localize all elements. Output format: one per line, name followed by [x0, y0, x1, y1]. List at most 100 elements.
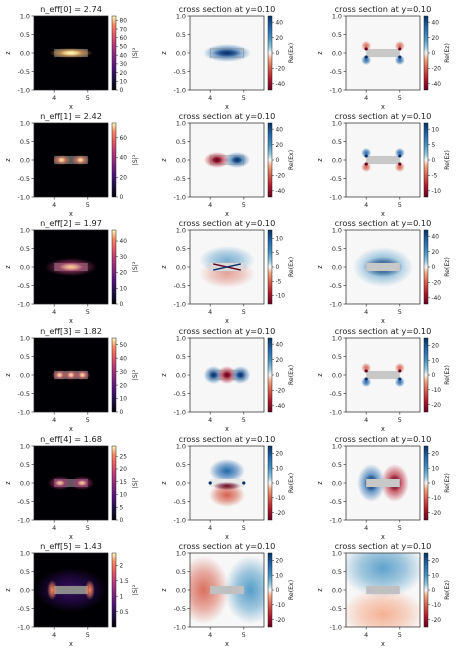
colorbar-label: |S|² [132, 154, 139, 165]
colorbar-tick-label: -10 [276, 294, 286, 300]
colorbar [111, 122, 117, 198]
y-axis-label: z [160, 481, 168, 485]
colorbar-tick-label: 10 [120, 286, 128, 292]
colorbar-tick-label: 40 [276, 20, 284, 26]
subplot-title: n_eff[0] = 2.74 [40, 4, 102, 14]
x-axis-label: x [225, 103, 229, 111]
colorbar-label: Re(Ez) [444, 580, 451, 600]
field-lobe [190, 556, 230, 624]
y-tick-label: 0.5 [20, 138, 30, 146]
field-lobe [77, 480, 88, 486]
colorbar-tick-label: 25 [120, 454, 128, 460]
y-tick-label: -0.5 [330, 282, 342, 290]
field-map [190, 556, 264, 624]
x-axis-label: x [225, 317, 229, 325]
subplot-title: cross section at y=0.10 [335, 541, 432, 551]
y-axis-label: z [4, 373, 12, 377]
colorbar-tick-label: 5 [432, 143, 436, 149]
colorbar-tick-label: 0 [432, 51, 436, 57]
colorbar-tick-label: 20 [432, 559, 440, 565]
y-tick-label: -1.0 [174, 516, 186, 524]
colorbar [423, 552, 429, 628]
y-tick-label: -1.0 [330, 300, 342, 308]
y-tick-label: 0.0 [20, 479, 30, 487]
colorbar-tick-label: 10 [276, 237, 284, 243]
colorbar [111, 552, 117, 628]
field-corner [364, 377, 368, 381]
field-corner [398, 162, 402, 166]
y-tick-label: 0.0 [332, 49, 342, 57]
waveguide-core [209, 155, 245, 165]
colorbar-tick-label: 70 [120, 27, 128, 33]
field-lobe [231, 156, 244, 164]
colorbar-tick-label: 20 [120, 71, 128, 77]
y-tick-label: 1.0 [176, 12, 186, 20]
subplot-title: n_eff[2] = 1.97 [40, 218, 102, 228]
x-tick-label: 5 [86, 631, 90, 639]
y-tick-label: -0.5 [174, 175, 186, 183]
intensity-peak [59, 263, 83, 271]
colorbar-tick-label: 0 [120, 410, 124, 416]
field-lobe [235, 371, 246, 379]
field-edge [213, 263, 241, 271]
field-map [52, 155, 90, 165]
colorbar-tick-label: 60 [120, 36, 128, 42]
subplot-title: cross section at y=0.10 [179, 218, 276, 228]
colorbar-tick-label: 20 [276, 143, 284, 149]
field-lobe [78, 372, 86, 378]
x-axis-label: x [69, 425, 73, 433]
x-tick-label: 5 [242, 416, 246, 424]
subplot-title: cross section at y=0.10 [335, 434, 432, 444]
y-tick-label: -0.5 [18, 605, 30, 613]
colorbar-tick-label: -20 [276, 67, 286, 73]
field-corner [242, 481, 246, 485]
y-tick-label: 1.0 [176, 119, 186, 127]
y-tick-label: -1.0 [18, 516, 30, 524]
colorbar-tick-label: -20 [276, 618, 286, 624]
subplot-1-1: cross section at y=0.101.0 0.5 0.0 -0.5 -1.0… [160, 111, 295, 218]
y-tick-label: 0.0 [332, 479, 342, 487]
colorbar-tick-label: 0 [432, 588, 436, 594]
colorbar-label: Re(Ex) [288, 580, 295, 600]
field-lobe [394, 377, 405, 388]
field-corner [398, 47, 402, 51]
colorbar [423, 445, 429, 521]
y-axis-label: z [160, 51, 168, 55]
colorbar-tick-label: 40 [432, 20, 440, 26]
y-tick-label: -1.0 [18, 193, 30, 201]
y-tick-label: 0.0 [332, 586, 342, 594]
y-tick-label: 0.5 [20, 461, 30, 469]
y-axis-label: z [4, 158, 12, 162]
y-tick-label: 1.0 [20, 226, 30, 234]
y-tick-label: -1.0 [174, 86, 186, 94]
y-tick-label: 0.0 [332, 156, 342, 164]
subplot-title: cross section at y=0.10 [335, 326, 432, 336]
colorbar-label: |S|² [132, 261, 139, 272]
x-tick-label: 4 [52, 308, 56, 316]
colorbar-tick-label: 1.5 [120, 579, 130, 585]
colorbar-tick-label: 0 [120, 88, 124, 94]
colorbar-label: |S|² [132, 477, 139, 488]
y-tick-label: 0.0 [20, 371, 30, 379]
y-tick-label: 0.5 [332, 138, 342, 146]
y-tick-label: 0.5 [176, 31, 186, 39]
x-axis-label: x [381, 317, 385, 325]
colorbar-tick-label: 0.5 [120, 610, 130, 616]
y-axis-label: z [4, 265, 12, 269]
y-tick-label: 1.0 [332, 12, 342, 20]
colorbar-tick-label: 1 [120, 594, 124, 600]
subplot-title: cross section at y=0.10 [335, 218, 432, 228]
y-tick-label: 0.0 [176, 371, 186, 379]
colorbar-label: Re(Ex) [288, 473, 295, 493]
y-tick-label: 0.5 [176, 245, 186, 253]
colorbar-label: |S|² [132, 584, 139, 595]
subplot-3-2: cross section at y=0.101.0 0.5 0.0 -0.5 -1.0… [316, 326, 451, 433]
x-tick-label: 5 [242, 524, 246, 532]
y-tick-label: -0.5 [330, 390, 342, 398]
field-map [203, 44, 251, 62]
colorbar [111, 15, 117, 91]
colorbar-tick-label: 40 [120, 156, 128, 162]
y-tick-label: -0.5 [174, 68, 186, 76]
x-tick-label: 4 [208, 201, 212, 209]
